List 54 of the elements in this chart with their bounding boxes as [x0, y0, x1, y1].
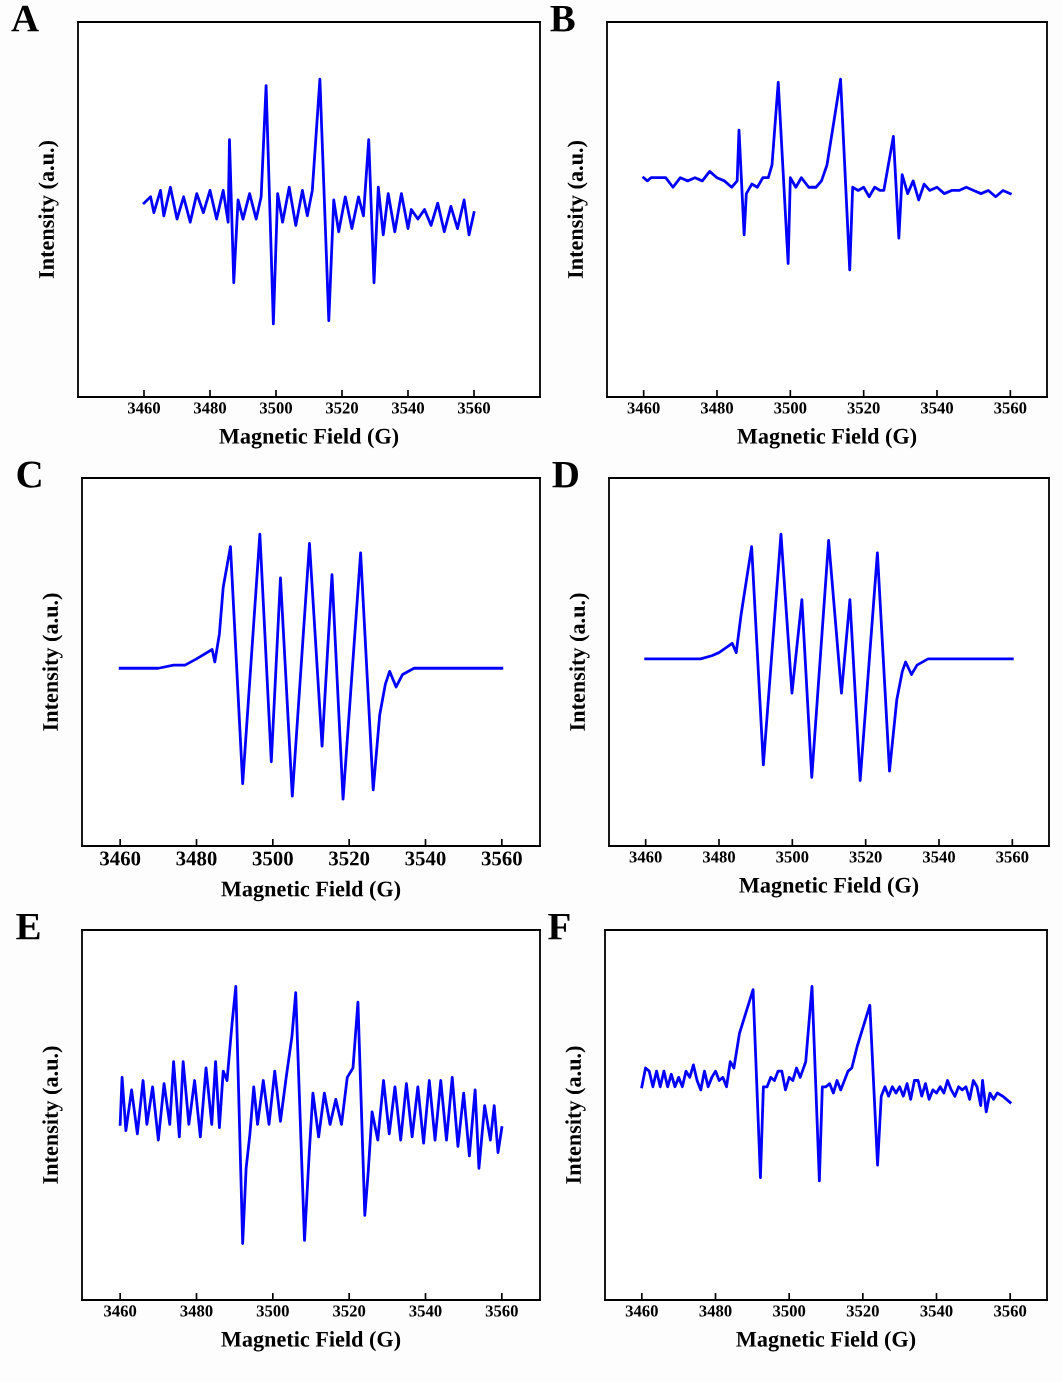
x-tick-label: 3540	[922, 851, 956, 863]
x-axis-title: Magnetic Field (G)	[737, 428, 917, 449]
x-tick-label: 3460	[629, 851, 662, 863]
x-tick-label: 3500	[259, 402, 293, 414]
x-tick-label: 3480	[700, 402, 734, 414]
chart-title: D	[552, 461, 578, 488]
x-tick-label: 3560	[481, 851, 522, 866]
chart-title: B	[550, 5, 575, 32]
x-tick-label: 3520	[846, 1305, 879, 1317]
x-tick-label: 3540	[391, 402, 425, 414]
x-tick-label: 3460	[625, 1305, 658, 1317]
x-tick-label: 3540	[405, 851, 446, 866]
chart-title: C	[17, 461, 41, 488]
x-tick-label: 3480	[176, 851, 217, 866]
x-tick-label: 3540	[920, 1305, 953, 1317]
x-tick-label: 3500	[252, 851, 293, 866]
x-tick-label: 3520	[325, 402, 359, 414]
y-axis-title: Intensity (a.u.)	[569, 593, 590, 731]
x-axis-title: Magnetic Field (G)	[736, 1331, 916, 1352]
x-tick-label: 3460	[127, 402, 161, 414]
y-axis-title: Intensity (a.u.)	[42, 1046, 63, 1184]
x-tick-label: 3500	[773, 1305, 806, 1317]
x-tick-label: 3500	[774, 402, 807, 414]
x-tick-label: 3480	[699, 1305, 732, 1317]
x-tick-label: 3520	[333, 1305, 366, 1317]
x-tick-label: 3560	[994, 402, 1027, 414]
y-axis-title: Intensity (a.u.)	[567, 141, 588, 279]
x-tick-label: 3520	[329, 851, 370, 866]
x-tick-label: 3560	[457, 402, 491, 414]
chart-title: F	[548, 913, 570, 940]
x-tick-label: 3560	[485, 1305, 518, 1317]
x-tick-label: 3460	[627, 402, 660, 414]
x-axis-title: Magnetic Field (G)	[221, 880, 401, 902]
x-axis-title: Magnetic Field (G)	[739, 877, 919, 898]
x-tick-label: 3480	[702, 851, 736, 863]
x-tick-label: 3480	[180, 1305, 213, 1317]
chart-title: E	[16, 913, 40, 940]
chart-title: A	[11, 5, 39, 32]
x-tick-label: 3500	[776, 851, 809, 863]
x-tick-label: 3520	[849, 851, 882, 863]
y-axis-title: Intensity (a.u.)	[42, 593, 63, 731]
x-tick-label: 3460	[100, 851, 141, 866]
x-tick-label: 3480	[193, 402, 227, 414]
x-axis-title: Magnetic Field (G)	[221, 1331, 401, 1352]
x-tick-label: 3540	[409, 1305, 442, 1317]
x-tick-label: 3540	[920, 402, 954, 414]
x-axis-title: Magnetic Field (G)	[219, 428, 399, 449]
y-axis-title: Intensity (a.u.)	[565, 1046, 586, 1184]
y-axis-title: Intensity (a.u.)	[38, 141, 59, 279]
x-tick-label: 3460	[104, 1305, 137, 1317]
x-tick-label: 3560	[994, 1305, 1027, 1317]
x-tick-label: 3520	[847, 402, 880, 414]
x-tick-label: 3500	[256, 1305, 289, 1317]
x-tick-label: 3560	[996, 851, 1029, 863]
